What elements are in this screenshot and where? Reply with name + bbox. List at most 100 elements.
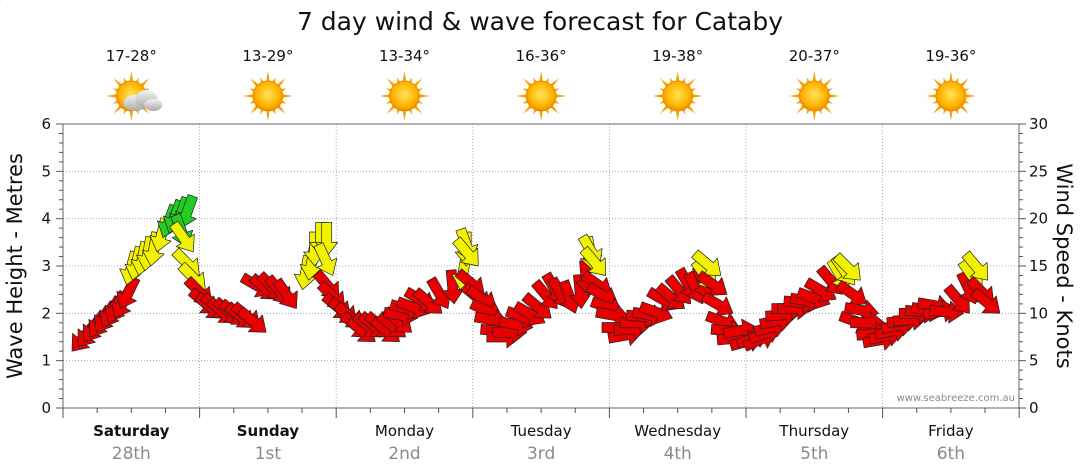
cloud-icon bbox=[123, 90, 163, 111]
day-name: Saturday bbox=[93, 422, 170, 440]
cloud-puff bbox=[144, 99, 163, 111]
sun-ray bbox=[516, 93, 529, 99]
wind-arrow-shape bbox=[961, 250, 989, 281]
day-date: 28th bbox=[112, 444, 151, 464]
day-date: 1st bbox=[255, 444, 282, 464]
wind-arrow bbox=[236, 306, 267, 333]
y-axis-label-left: Wave Height - Metres bbox=[3, 153, 27, 379]
wind-arrow bbox=[272, 277, 298, 309]
sun-ray bbox=[265, 108, 270, 121]
sun-ray bbox=[963, 93, 976, 99]
sun-ray bbox=[675, 71, 680, 84]
sun-ray bbox=[280, 93, 293, 99]
sun-icon bbox=[516, 71, 567, 121]
day-date: 5th bbox=[800, 444, 828, 464]
sun-ray bbox=[948, 108, 953, 121]
sun-icon bbox=[925, 71, 976, 121]
day-temp-range: 20-37° bbox=[789, 47, 840, 65]
sun-icon bbox=[652, 71, 703, 121]
sun-ray bbox=[948, 71, 953, 84]
y-tick-label-right: 30 bbox=[1029, 115, 1048, 133]
day-temp-range: 19-36° bbox=[925, 47, 976, 65]
sun-disc bbox=[389, 80, 420, 112]
sun-ray bbox=[402, 108, 407, 121]
sun-ray bbox=[265, 71, 270, 84]
sun-ray bbox=[690, 93, 703, 99]
sun-disc bbox=[798, 80, 830, 112]
sun-ray bbox=[925, 93, 939, 99]
wind-arrow bbox=[928, 300, 964, 324]
day-date: 6th bbox=[937, 444, 965, 464]
day-temp-range: 17-28° bbox=[106, 47, 157, 65]
sun-cloud-icon bbox=[106, 71, 163, 121]
day-temp-range: 13-34° bbox=[379, 47, 430, 65]
sun-ray bbox=[129, 71, 134, 84]
y-tick-label-left: 0 bbox=[41, 399, 51, 417]
wind-arrow bbox=[169, 220, 195, 253]
wind-arrow-shape bbox=[452, 236, 479, 267]
y-tick-label-right: 5 bbox=[1029, 352, 1039, 370]
chart-title: 7 day wind & wave forecast for Cataby bbox=[297, 7, 783, 36]
y-tick-label-left: 4 bbox=[41, 210, 51, 228]
wind-arrow bbox=[970, 287, 1001, 314]
day-date: 3rd bbox=[527, 444, 555, 464]
sun-disc bbox=[662, 80, 694, 112]
y-tick-label-right: 10 bbox=[1029, 304, 1048, 322]
y-tick-label-right: 25 bbox=[1029, 162, 1048, 180]
day-name: Monday bbox=[375, 422, 434, 440]
wind-arrow-shape bbox=[832, 252, 861, 281]
sun-disc bbox=[935, 80, 967, 112]
wind-arrow-shape bbox=[272, 277, 298, 309]
sun-ray bbox=[417, 93, 430, 99]
day-temp-range: 19-38° bbox=[652, 47, 703, 65]
wind-arrow bbox=[579, 245, 607, 276]
day-name: Friday bbox=[928, 422, 974, 440]
y-tick-label-left: 3 bbox=[41, 257, 51, 275]
sun-ray bbox=[379, 93, 392, 99]
sun-disc bbox=[525, 80, 557, 112]
sun-ray bbox=[812, 71, 817, 84]
sun-ray bbox=[553, 93, 567, 99]
sun-ray bbox=[675, 108, 680, 121]
wind-arrow bbox=[313, 242, 338, 276]
sun-ray bbox=[812, 108, 817, 121]
sun-disc bbox=[252, 80, 284, 112]
y-tick-label-left: 5 bbox=[41, 162, 51, 180]
day-name: Sunday bbox=[237, 422, 300, 440]
day-date: 2nd bbox=[388, 444, 420, 464]
day-temp-range: 16-36° bbox=[516, 47, 567, 65]
sun-icon bbox=[789, 71, 840, 121]
wind-arrow-shape bbox=[579, 245, 607, 276]
sun-icon bbox=[242, 71, 293, 121]
wind-arrow-shape bbox=[236, 306, 267, 333]
sun-ray bbox=[402, 71, 407, 84]
wind-arrow-shape bbox=[970, 287, 1001, 314]
sun-ray bbox=[539, 108, 544, 121]
wind-arrow-shape bbox=[169, 220, 195, 253]
sun-ray bbox=[106, 93, 119, 99]
wind-arrow bbox=[452, 236, 479, 267]
y-tick-label-right: 20 bbox=[1029, 210, 1048, 228]
sun-ray bbox=[827, 93, 840, 99]
day-temp-range: 13-29° bbox=[242, 47, 293, 65]
day-date: 4th bbox=[664, 444, 692, 464]
day-name: Wednesday bbox=[634, 422, 721, 440]
day-name: Tuesday bbox=[510, 422, 572, 440]
wind-arrow-shape bbox=[313, 242, 338, 276]
sun-icon bbox=[379, 71, 430, 121]
sun-ray bbox=[652, 93, 665, 99]
y-tick-label-right: 0 bbox=[1029, 399, 1039, 417]
wind-arrow bbox=[961, 250, 989, 281]
y-tick-label-left: 2 bbox=[41, 304, 51, 322]
y-axis-label-right: Wind Speed - Knots bbox=[1052, 163, 1076, 368]
sun-ray bbox=[129, 108, 134, 121]
sun-ray bbox=[539, 71, 544, 84]
day-name: Thursday bbox=[778, 422, 849, 440]
wind-arrow bbox=[832, 252, 861, 281]
y-tick-label-right: 15 bbox=[1029, 257, 1048, 275]
y-tick-label-left: 6 bbox=[41, 115, 51, 133]
y-tick-label-left: 1 bbox=[41, 352, 51, 370]
credit-text: www.seabreeze.com.au bbox=[897, 393, 1015, 404]
